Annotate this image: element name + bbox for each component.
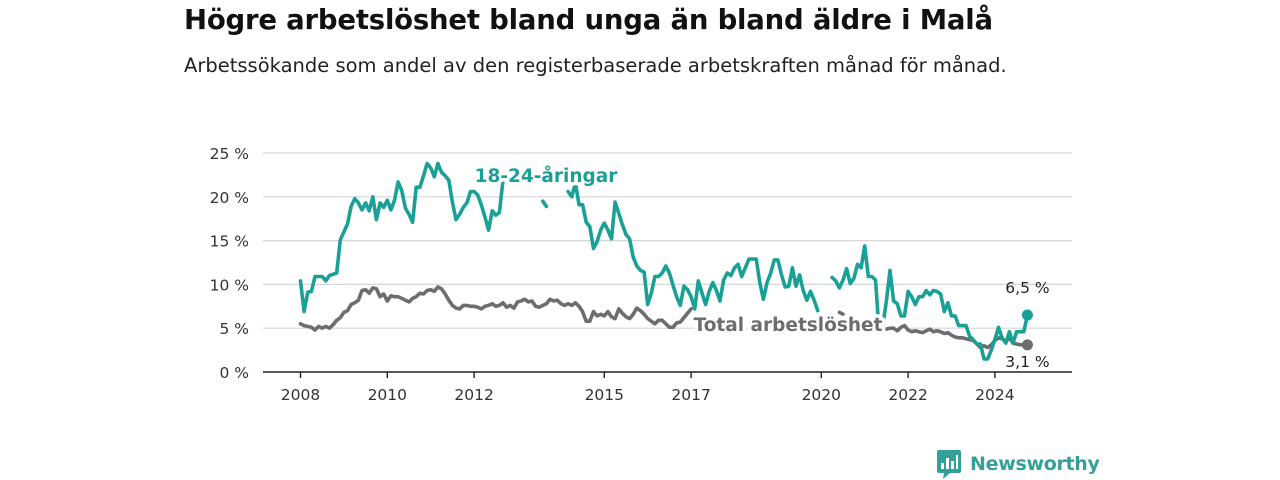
newsworthy-logo: Newsworthy [936, 448, 1100, 480]
end-point-total [1021, 339, 1033, 351]
x-tick-label: 2024 [975, 386, 1014, 404]
y-tick-label: 15 % [210, 233, 249, 251]
chart-title: Högre arbetslöshet bland unga än bland ä… [184, 4, 993, 36]
y-tick-label: 5 % [219, 320, 249, 338]
x-tick-label: 2020 [802, 386, 841, 404]
x-tick-label: 2012 [454, 386, 493, 404]
y-tick-label: 0 % [219, 364, 249, 382]
chart-subtitle: Arbetssökande som andel av den registerb… [184, 54, 1007, 77]
series-label-18-24: 18-24-åringar [475, 165, 619, 187]
brand-name: Newsworthy [970, 453, 1100, 475]
x-tick-label: 2017 [671, 386, 710, 404]
end-label-total: 3,1 % [1005, 353, 1049, 371]
newsworthy-chart-icon [937, 450, 961, 479]
series-line-18-24 [298, 161, 1030, 361]
end-label-18-24: 6,5 % [1005, 279, 1049, 297]
x-tick-label: 2010 [368, 386, 407, 404]
end-point-18-24 [1021, 309, 1033, 321]
y-tick-label: 20 % [210, 189, 249, 207]
series-label-total: Total arbetslöshet [694, 315, 883, 336]
y-tick-label: 10 % [210, 276, 249, 294]
y-tick-label: 25 % [210, 145, 249, 163]
x-tick-label: 2008 [281, 386, 320, 404]
x-tick-label: 2015 [585, 386, 624, 404]
x-tick-label: 2022 [888, 386, 927, 404]
